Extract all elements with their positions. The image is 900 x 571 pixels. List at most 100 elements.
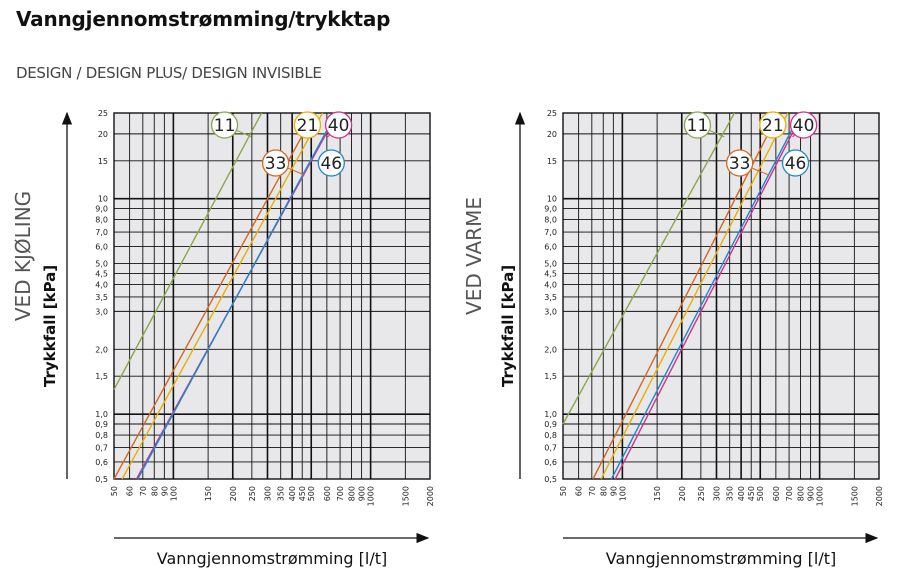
series-bubble-33: [726, 149, 754, 177]
series-line-11: [113, 112, 263, 390]
x-tick-label: 60: [575, 486, 584, 496]
series-label-40: 40: [328, 116, 350, 136]
y-tick-label: 20: [98, 130, 108, 139]
y-tick-label: 0,6: [95, 458, 108, 467]
y-tick-label: 0,7: [544, 444, 557, 453]
x-tick-label: 90: [160, 486, 169, 496]
x-tick-label: 300: [712, 486, 721, 501]
y-tick-label: 0,7: [95, 444, 108, 453]
y-tick-label: 0,6: [544, 458, 557, 467]
series-bubble-46: [781, 149, 810, 177]
page-subtitle: DESIGN / DESIGN PLUS/ DESIGN INVISIBLE: [16, 64, 322, 82]
y-tick-label: 1,5: [544, 372, 557, 381]
y-tick-label: 3,5: [544, 293, 557, 302]
x-tick-label: 350: [277, 486, 286, 501]
page-title: Vanngjennomstrømming/trykktap: [16, 7, 391, 31]
y-tick-label: 20: [547, 130, 557, 139]
series-bubble-11: [210, 111, 239, 139]
y-tick-label: 0,8: [95, 431, 108, 440]
x-tick-label: 80: [150, 486, 159, 496]
plot-frame: [562, 112, 880, 480]
plot-area: [563, 113, 879, 479]
series-line-21: [600, 112, 789, 480]
x-tick-label: 300: [263, 486, 272, 501]
series-label-33: 33: [265, 154, 287, 174]
x-tick-label: 1000: [367, 486, 376, 506]
x-tick-label: 100: [169, 486, 178, 501]
series-label-46: 46: [320, 154, 342, 174]
series-bubble-40: [789, 111, 818, 139]
y-tick-label: 9,0: [544, 205, 557, 214]
y-tick-label: 25: [98, 109, 108, 118]
condition-label: VED KJØLING: [11, 191, 35, 321]
y-tick-label: 2,0: [544, 345, 557, 354]
y-tick-label: 2,0: [95, 345, 108, 354]
y-tick-label: 7,0: [544, 228, 557, 237]
x-tick-label: 400: [737, 486, 746, 501]
x-tick-label: 150: [204, 486, 213, 501]
x-tick-label: 600: [772, 486, 781, 501]
series-bubble-21: [293, 111, 322, 139]
y-tick-label: 15: [98, 157, 108, 166]
x-tick-label: 700: [785, 486, 794, 501]
series-line-46: [610, 112, 802, 480]
series-label-11: 11: [687, 116, 709, 136]
y-tick-label: 10: [98, 195, 108, 204]
x-tick-label: 500: [756, 486, 765, 501]
y-tick-label: 4,5: [544, 269, 557, 278]
y-tick-label: 6,0: [544, 243, 557, 252]
y-tick-label: 0,5: [95, 475, 108, 484]
series-bubble-11: [683, 111, 712, 139]
y-tick-label: 8,0: [95, 216, 108, 225]
y-tick-label: 4,5: [95, 269, 108, 278]
x-tick-label: 2000: [875, 486, 884, 506]
x-tick-label: 1000: [816, 486, 825, 506]
y-tick-label: 5,0: [95, 260, 108, 269]
x-tick-label: 450: [298, 486, 307, 501]
y-tick-label: 3,5: [95, 293, 108, 302]
y-tick-label: 0,9: [95, 420, 108, 429]
x-tick-label: 50: [559, 486, 568, 496]
x-tick-label: 800: [348, 486, 357, 501]
chart-1: 50 60 70 80 90 100 150 200 250 300 350 400 450 500 600…: [11, 109, 435, 568]
y-axis-label: Trykkfall [kPa]: [499, 265, 517, 387]
series-bubble-21: [759, 111, 787, 139]
x-tick-label: 200: [678, 486, 687, 501]
series-label-33: 33: [729, 154, 751, 174]
x-tick-label: 50: [110, 486, 119, 496]
x-axis-label: Vanngjennomstrømming [l/t]: [606, 549, 836, 568]
x-tick-label: 150: [653, 486, 662, 501]
series-label-21: 21: [297, 116, 319, 136]
x-tick-label: 1500: [850, 486, 859, 506]
x-tick-label: 100: [618, 486, 627, 501]
y-tick-label: 1,0: [544, 410, 557, 419]
series-label-11: 11: [214, 116, 236, 136]
x-tick-label: 60: [126, 486, 135, 496]
x-tick-label: 900: [807, 486, 816, 501]
x-tick-label: 80: [599, 486, 608, 496]
series-line-21: [121, 112, 324, 480]
series-label-21: 21: [762, 116, 784, 136]
x-tick-label: 350: [726, 486, 735, 501]
x-tick-label: 70: [588, 486, 597, 496]
y-tick-label: 3,0: [95, 307, 108, 316]
series-bubble-46: [317, 149, 345, 177]
y-tick-label: 9,0: [95, 205, 108, 214]
series-label-46: 46: [785, 154, 807, 174]
series-label-40: 40: [793, 116, 815, 136]
series-line-40: [614, 112, 804, 480]
chart-2: 50 60 70 80 90 100 150 200 250 300 350 400 450 500 600…: [462, 109, 884, 568]
y-tick-label: 25: [547, 109, 557, 118]
x-tick-label: 250: [248, 486, 257, 501]
y-tick-label: 10: [547, 195, 557, 204]
x-tick-label: 500: [307, 486, 316, 501]
y-tick-label: 3,0: [544, 307, 557, 316]
x-tick-label: 450: [747, 486, 756, 501]
y-tick-label: 8,0: [544, 216, 557, 225]
x-tick-label: 200: [229, 486, 238, 501]
y-tick-label: 1,5: [95, 372, 108, 381]
x-tick-label: 600: [323, 486, 332, 501]
y-tick-label: 1,0: [95, 410, 108, 419]
x-tick-label: 700: [336, 486, 345, 501]
